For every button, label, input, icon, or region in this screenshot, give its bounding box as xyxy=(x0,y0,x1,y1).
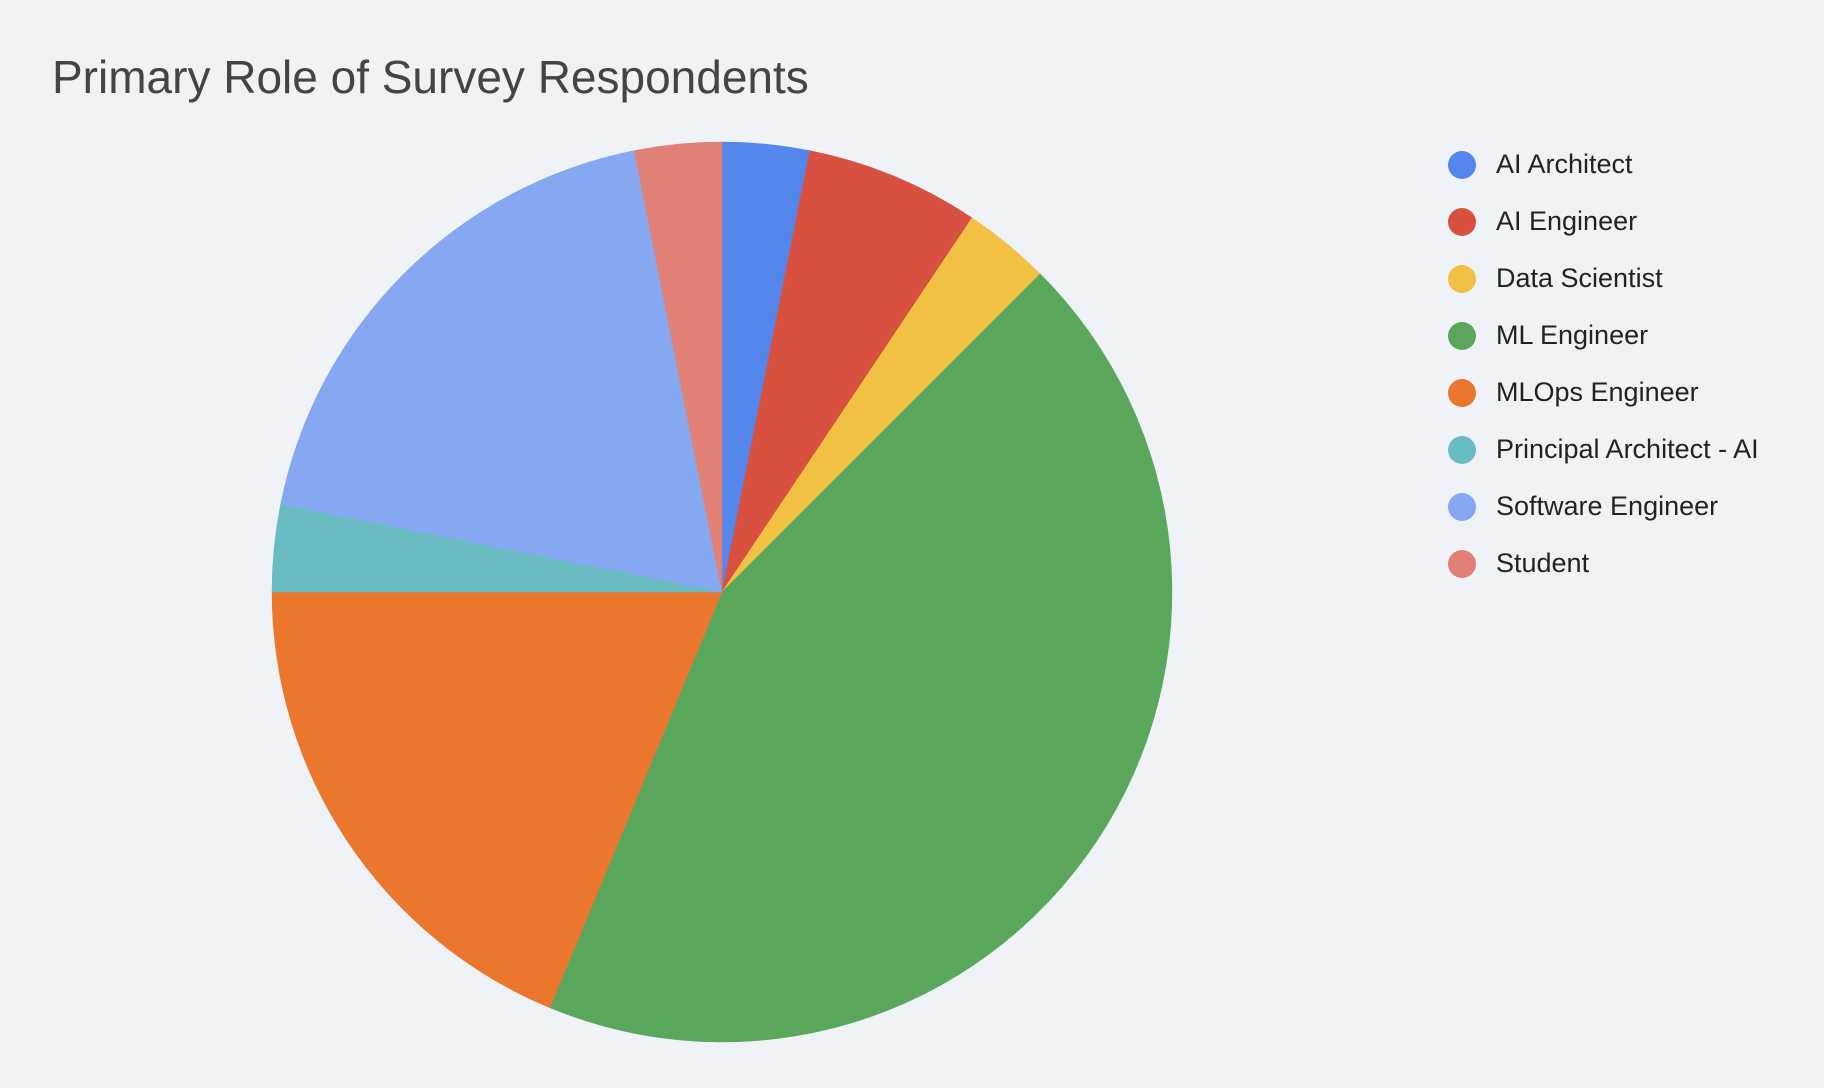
legend-item-ml-engineer[interactable]: ML Engineer xyxy=(1448,307,1818,364)
legend-label: Data Scientist xyxy=(1496,263,1663,293)
pie-slice-ai-engineer[interactable] xyxy=(721,150,973,593)
pie-slice-software-engineer[interactable] xyxy=(280,150,723,593)
pie-slice-ml-engineer[interactable] xyxy=(549,273,1173,1043)
pie-slice-mlops-engineer[interactable] xyxy=(271,591,723,1009)
legend-label: Software Engineer xyxy=(1496,491,1719,521)
chart-title: Primary Role of Survey Respondents xyxy=(52,51,809,103)
pie-slice-student[interactable] xyxy=(633,141,723,593)
legend-label: AI Architect xyxy=(1496,149,1633,179)
legend-item-ai-engineer[interactable]: AI Engineer xyxy=(1448,193,1818,250)
legend-swatch-icon xyxy=(1448,207,1476,236)
legend-label: AI Engineer xyxy=(1496,206,1638,236)
legend-swatch-icon xyxy=(1448,321,1476,350)
legend-item-student[interactable]: Student xyxy=(1448,535,1818,592)
legend: AI Architect AI Engineer Data Scientist ML … xyxy=(1448,136,1818,592)
legend-item-data-scientist[interactable]: Data Scientist xyxy=(1448,250,1818,307)
legend-item-mlops-engineer[interactable]: MLOps Engineer xyxy=(1448,364,1818,421)
legend-label: Principal Architect - AI xyxy=(1496,434,1759,464)
legend-swatch-icon xyxy=(1448,150,1476,179)
legend-item-ai-architect[interactable]: AI Architect xyxy=(1448,136,1818,193)
legend-swatch-icon xyxy=(1448,264,1476,293)
legend-label: MLOps Engineer xyxy=(1496,377,1699,407)
legend-swatch-icon xyxy=(1448,549,1476,578)
legend-swatch-icon xyxy=(1448,378,1476,407)
legend-item-principal-architect-ai[interactable]: Principal Architect - AI xyxy=(1448,421,1818,478)
legend-item-software-engineer[interactable]: Software Engineer xyxy=(1448,478,1818,535)
legend-swatch-icon xyxy=(1448,435,1476,464)
legend-swatch-icon xyxy=(1448,492,1476,521)
legend-label: ML Engineer xyxy=(1496,320,1649,350)
legend-label: Student xyxy=(1496,548,1590,578)
